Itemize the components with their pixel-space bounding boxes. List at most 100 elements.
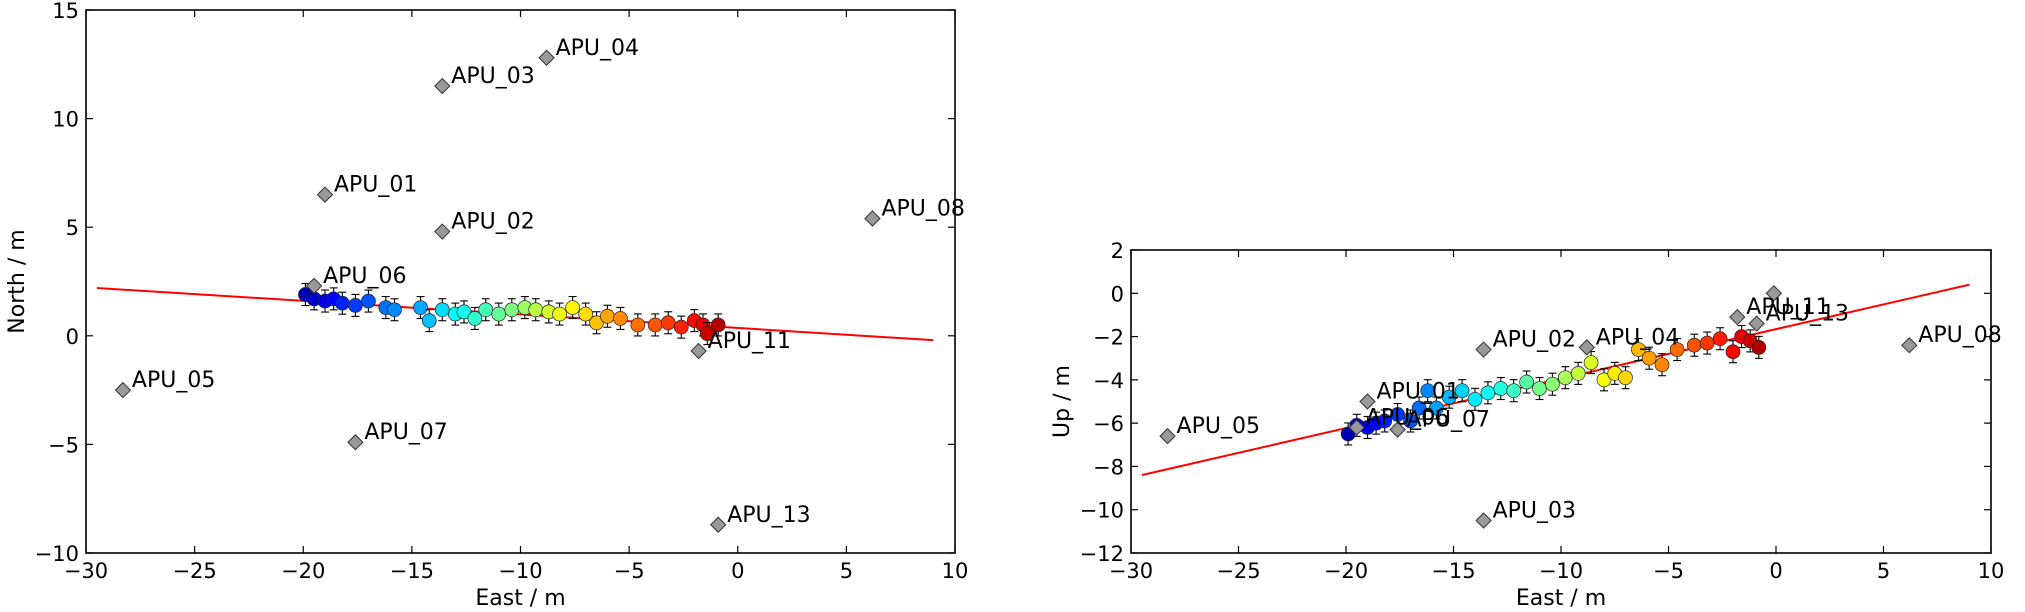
chart0-station-marker xyxy=(434,223,451,240)
chart0-station-label: APU_06 xyxy=(323,264,406,289)
chart1-data-point xyxy=(1441,389,1457,405)
chart0-ytick-label: 15 xyxy=(52,0,79,23)
chart0-station-marker xyxy=(347,434,364,451)
chart1-xtick-label: 10 xyxy=(1978,559,2005,583)
up-vs-east-panel: −30 −25 −20 −15 −10 −5 0 5 10−12−10−8−6−4−202Eas… xyxy=(1050,239,2004,611)
chart1-data-point xyxy=(1631,342,1646,357)
chart0-station-label: APU_03 xyxy=(451,64,534,89)
chart1-data-point xyxy=(1583,355,1599,370)
chart0-station-marker xyxy=(709,516,727,533)
chart0-xtick-label: −25 xyxy=(172,559,216,583)
chart1-station-label: APU_06 xyxy=(1366,405,1449,430)
chart0-station-label: APU_11 xyxy=(708,329,791,354)
chart1-data-point xyxy=(1618,370,1633,386)
chart1-station-label: APU_02 xyxy=(1493,328,1576,353)
chart0-data-point xyxy=(335,295,350,311)
chart1-data-point xyxy=(1725,344,1741,360)
chart1-data-point xyxy=(1712,331,1728,347)
chart0-xtick-label: −20 xyxy=(281,559,325,583)
chart1-data-point xyxy=(1641,350,1657,366)
chart1-data xyxy=(1141,283,1970,529)
chart1-data-point xyxy=(1420,383,1436,399)
chart1-data-point xyxy=(1403,413,1418,429)
chart0-data-point xyxy=(630,317,646,333)
chart1-data-point xyxy=(1493,381,1509,396)
chart1-data-point xyxy=(1557,370,1573,386)
chart1-station-label: APU_04 xyxy=(1596,325,1679,350)
chart0-xtick-label: −30 xyxy=(64,559,108,583)
chart0-data-point xyxy=(660,315,676,331)
chart1-data-point xyxy=(1686,337,1702,353)
chart0-xtick-label: −5 xyxy=(614,559,645,583)
chart1-station-marker xyxy=(1475,512,1492,529)
chart1-data-point xyxy=(1545,376,1560,392)
chart1-xtick-label: 0 xyxy=(1769,559,1782,583)
chart1-data-point xyxy=(1751,340,1767,355)
chart0-station-marker xyxy=(114,381,132,399)
chart1-station-marker xyxy=(1389,421,1406,438)
chart1-data-point xyxy=(1519,374,1534,390)
chart1-station-label: APU_08 xyxy=(1918,323,2001,348)
chart1-station-label: APU_11 xyxy=(1746,295,1829,320)
chart0-data xyxy=(96,49,934,533)
chart0-ytick-label: 10 xyxy=(52,108,79,132)
chart1-ytick-label: −6 xyxy=(1093,412,1124,436)
chart1-station-label: APU_03 xyxy=(1493,499,1576,524)
chart1-data-point xyxy=(1411,400,1427,416)
chart1-data-point xyxy=(1570,366,1586,381)
chart1-station-marker xyxy=(1901,337,1918,354)
chart1-data-point xyxy=(1467,391,1483,407)
chart1-ytick-label: 0 xyxy=(1111,282,1124,306)
chart1-xtick-label: −15 xyxy=(1431,559,1475,583)
chart1-data-point xyxy=(1596,372,1612,388)
chart1-station-marker xyxy=(1765,285,1783,302)
chart0-station-marker xyxy=(864,210,881,227)
chart1-ytick-label: −10 xyxy=(1080,499,1124,523)
chart1-data-point xyxy=(1532,381,1547,396)
chart1-xtick-label: −30 xyxy=(1109,559,1153,583)
chart0-station-label: APU_05 xyxy=(132,368,215,393)
chart0-data-point xyxy=(434,302,450,318)
chart1-ytick-label: −4 xyxy=(1093,369,1124,393)
chart1-xtick-label: 5 xyxy=(1877,559,1890,583)
chart0-data-point xyxy=(578,306,594,322)
chart1-station-label: APU_05 xyxy=(1177,414,1260,439)
chart0-data-point xyxy=(565,300,580,315)
chart0-data-point xyxy=(504,302,520,318)
chart1-station-marker xyxy=(1748,315,1765,332)
chart1-station-marker xyxy=(1475,341,1492,358)
chart0-data-point xyxy=(467,311,483,326)
chart1-station-marker xyxy=(1729,308,1746,326)
chart0-xtick-label: 5 xyxy=(840,559,853,583)
chart0-station-marker xyxy=(538,49,555,66)
chart1-data-point xyxy=(1454,383,1470,399)
chart0-data-point xyxy=(478,302,494,318)
chart1-data-point xyxy=(1699,335,1715,351)
chart0-data-point xyxy=(528,302,544,318)
chart0-data-point xyxy=(552,306,567,322)
chart1-data-point xyxy=(1669,342,1685,357)
chart0-data-point xyxy=(589,315,604,331)
chart0-data-point xyxy=(710,317,726,333)
chart1-station-marker xyxy=(1348,419,1365,436)
chart0-ylabel: North / m xyxy=(5,229,30,333)
chart0-station-label: APU_02 xyxy=(451,210,534,235)
chart0-station-label: APU_04 xyxy=(556,36,639,61)
chart1-station-marker xyxy=(1159,427,1176,445)
chart1-station-label: APU_07 xyxy=(1407,408,1490,433)
chart1-xtick-label: −20 xyxy=(1324,559,1368,583)
chart0-station-label: APU_07 xyxy=(364,420,447,445)
chart1-ytick-label: −12 xyxy=(1080,542,1124,566)
chart0-data-point xyxy=(361,293,376,309)
chart0-station-marker xyxy=(434,77,451,95)
chart1-data-point xyxy=(1506,383,1522,399)
chart1-ytick-label: −8 xyxy=(1093,455,1124,479)
chart1-ylabel: Up / m xyxy=(1050,365,1075,438)
chart0-data-point xyxy=(491,306,507,322)
chart0-xtick-label: 10 xyxy=(942,559,969,583)
chart0-data-point xyxy=(699,326,715,341)
chart0-station-marker xyxy=(305,277,323,295)
chart1-data-point xyxy=(1480,385,1496,401)
chart0-xtick-label: −15 xyxy=(390,559,434,583)
